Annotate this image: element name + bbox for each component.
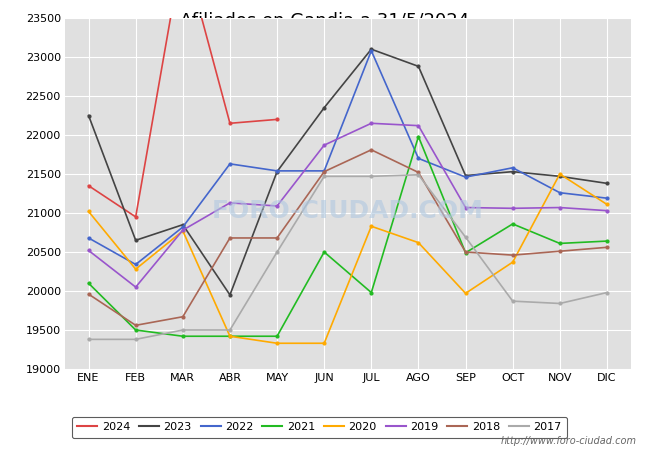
Text: FORO-CIUDAD.COM: FORO-CIUDAD.COM xyxy=(212,199,484,223)
Text: http://www.foro-ciudad.com: http://www.foro-ciudad.com xyxy=(501,436,637,446)
Legend: 2024, 2023, 2022, 2021, 2020, 2019, 2018, 2017: 2024, 2023, 2022, 2021, 2020, 2019, 2018… xyxy=(72,417,567,438)
Text: Afiliados en Gandia a 31/5/2024: Afiliados en Gandia a 31/5/2024 xyxy=(181,11,469,29)
